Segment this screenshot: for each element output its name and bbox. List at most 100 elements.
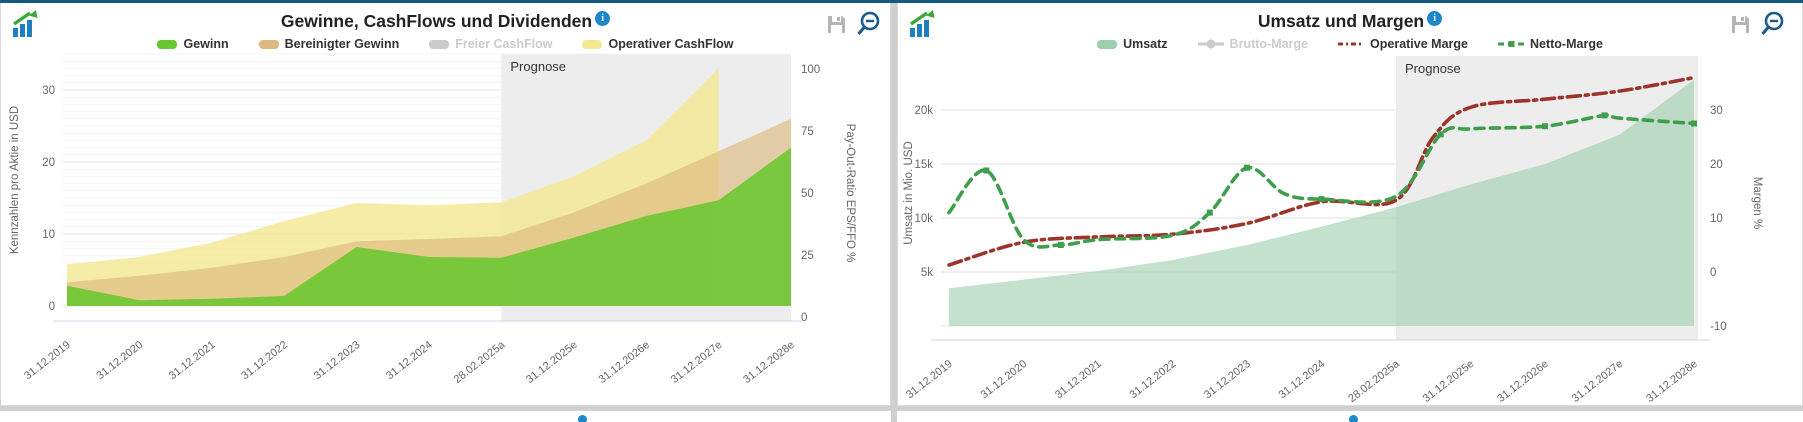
y-axis-left-labels: 0 10 20 30 <box>42 85 55 313</box>
legend-item-bereinigter-gewinn[interactable]: Bereinigter Gewinn <box>258 37 400 51</box>
legend-label: Operative Marge <box>1370 37 1468 51</box>
y-axis-left-title: Umsatz in Mio. USD <box>903 141 915 245</box>
series-umsatz[interactable] <box>949 79 1694 326</box>
info-icon[interactable]: i <box>595 11 611 26</box>
info-icon[interactable]: i <box>1427 11 1443 26</box>
svg-text:25: 25 <box>801 250 814 262</box>
legend-swatch-area <box>429 39 450 49</box>
top-accent-bar <box>0 0 1803 3</box>
next-row-card-stub <box>897 410 1803 422</box>
app-chart-logo-icon <box>907 9 937 44</box>
legend-item-netto-marge[interactable]: Netto-Marge <box>1497 37 1603 51</box>
chart-legend: Umsatz Brutto-Marge Operative Marge Netto-M… <box>898 37 1802 51</box>
legend-swatch-area <box>258 39 279 49</box>
info-icon <box>1349 415 1358 422</box>
legend-label: Bereinigter Gewinn <box>284 37 400 51</box>
series-gewinn[interactable] <box>67 147 791 306</box>
legend-swatch-area <box>157 39 178 49</box>
legend-item-brutto-marge[interactable]: Brutto-Marge <box>1197 37 1308 51</box>
svg-text:31.12.2027e: 31.12.2027e <box>1570 358 1626 404</box>
svg-text:30: 30 <box>1710 105 1723 117</box>
svg-text:10k: 10k <box>914 213 933 225</box>
legend-swatch-area <box>582 39 603 49</box>
legend-label: Gewinn <box>183 37 229 51</box>
svg-text:31.12.2026e: 31.12.2026e <box>1495 358 1551 404</box>
svg-text:31.12.2025e: 31.12.2025e <box>524 339 580 386</box>
svg-text:31.12.2019: 31.12.2019 <box>22 339 73 382</box>
chart-header: Umsatz und Margen i Umsatz Brutto-Marge Ope… <box>898 3 1802 57</box>
next-row-card-stub <box>0 410 891 422</box>
svg-text:31.12.2022: 31.12.2022 <box>239 339 290 382</box>
svg-text:20k: 20k <box>914 105 933 117</box>
legend-item-freier-cashflow[interactable]: Freier CashFlow <box>429 37 552 51</box>
series-marker <box>1057 242 1064 248</box>
chart-plot-area: Prognose 5k 10k 15k 20k -10 0 10 20 30 Umsatz in M… <box>903 56 1763 404</box>
svg-text:31.12.2024: 31.12.2024 <box>1277 358 1328 401</box>
y-axis-right-labels: 0 25 50 75 100 <box>801 64 820 324</box>
svg-text:31.12.2020: 31.12.2020 <box>94 339 145 382</box>
svg-text:31.12.2024: 31.12.2024 <box>384 339 435 382</box>
info-icon <box>578 415 587 422</box>
svg-text:75: 75 <box>801 126 814 138</box>
legend-swatch-line <box>1338 42 1365 46</box>
chart-title: Umsatz und Margen <box>1257 11 1425 31</box>
chart-card-gewinne-cashflows: Prognose 0 10 20 30 0 25 50 75 100 Kennzahlen pro … <box>0 3 891 406</box>
zoom-out-button[interactable] <box>1760 11 1786 42</box>
svg-text:50: 50 <box>801 188 814 200</box>
chart-card-umsatz-margen: Prognose 5k 10k 15k 20k -10 0 10 20 30 Umsatz in M… <box>897 3 1803 406</box>
legend-item-operative-marge[interactable]: Operative Marge <box>1338 37 1468 51</box>
zoom-out-icon <box>857 11 880 35</box>
y-axis-left-labels: 5k 10k 15k 20k <box>914 105 933 279</box>
zoom-out-button[interactable] <box>856 11 882 42</box>
save-button[interactable] <box>826 14 847 40</box>
svg-text:31.12.2019: 31.12.2019 <box>904 358 955 401</box>
forecast-label: Prognose <box>1405 61 1461 76</box>
svg-text:20: 20 <box>1710 159 1723 171</box>
svg-text:31.12.2028e: 31.12.2028e <box>741 339 797 386</box>
svg-text:15k: 15k <box>914 159 933 171</box>
svg-text:31.12.2021: 31.12.2021 <box>167 339 218 382</box>
svg-text:31.12.2022: 31.12.2022 <box>1128 358 1179 401</box>
svg-text:-10: -10 <box>1710 321 1727 333</box>
save-button[interactable] <box>1730 14 1751 40</box>
series-netto-marge[interactable] <box>947 113 1696 249</box>
svg-text:31.12.2026e: 31.12.2026e <box>596 339 652 386</box>
legend-item-operativer-cashflow[interactable]: Operativer CashFlow <box>582 37 734 51</box>
legend-label: Netto-Marge <box>1529 37 1603 51</box>
series-marker <box>1691 120 1697 127</box>
series-marker <box>1244 164 1250 171</box>
x-axis-labels: 31.12.2019 31.12.2020 31.12.2021 31.12.2022… <box>904 357 1700 404</box>
legend-swatch-line <box>1197 39 1224 49</box>
series-marker <box>1601 112 1608 119</box>
svg-text:0: 0 <box>801 312 807 324</box>
chart-plot-area: Prognose 0 10 20 30 0 25 50 75 100 Kennzahlen pro … <box>9 53 856 386</box>
series-marker <box>1318 196 1325 203</box>
svg-text:100: 100 <box>801 64 820 76</box>
legend-label: Umsatz <box>1123 37 1168 51</box>
save-icon <box>828 15 845 33</box>
svg-text:10: 10 <box>42 229 55 241</box>
chart-header: Gewinne, CashFlows und Dividenden i Gewin… <box>1 3 890 57</box>
svg-text:28.02.2025a: 28.02.2025a <box>1346 357 1402 404</box>
legend-label: Freier CashFlow <box>455 37 553 51</box>
series-group <box>67 68 791 307</box>
chart-legend: Gewinn Bereinigter Gewinn Freier CashFlow O… <box>1 37 890 51</box>
svg-text:0: 0 <box>1710 267 1716 279</box>
series-marker <box>1206 209 1213 216</box>
y-axis-right-labels: -10 0 10 20 30 <box>1710 105 1727 333</box>
app-chart-logo-icon <box>10 9 40 44</box>
legend-item-umsatz[interactable]: Umsatz <box>1097 37 1168 51</box>
y-axis-right-title: Margen % <box>1751 177 1763 229</box>
svg-text:31.12.2023: 31.12.2023 <box>1202 358 1253 401</box>
legend-swatch-area <box>1097 39 1118 49</box>
svg-text:31.12.2028e: 31.12.2028e <box>1644 358 1700 404</box>
y-axis-right-title: Pay-Out-Ratio EPS/FFO % <box>844 124 856 263</box>
legend-item-gewinn[interactable]: Gewinn <box>157 37 229 51</box>
y-axis-left-title: Kennzahlen pro Aktie in USD <box>9 106 21 254</box>
x-axis-labels: 31.12.2019 31.12.2020 31.12.2021 31.12.2022… <box>22 338 797 386</box>
chart-title: Gewinne, CashFlows und Dividenden <box>280 11 593 31</box>
legend-swatch-line <box>1497 41 1524 47</box>
series-marker <box>983 167 990 174</box>
svg-text:31.12.2021: 31.12.2021 <box>1053 358 1104 401</box>
legend-label: Operativer CashFlow <box>608 37 734 51</box>
